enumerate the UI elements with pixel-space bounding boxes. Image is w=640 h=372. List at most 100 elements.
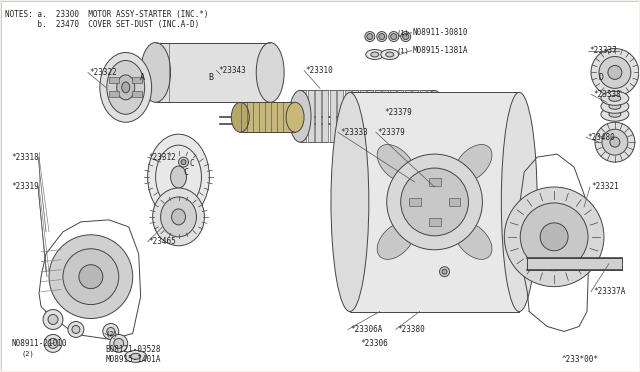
Ellipse shape — [125, 350, 147, 362]
Ellipse shape — [601, 92, 629, 105]
Circle shape — [68, 321, 84, 337]
Text: *23333: *23333 — [340, 128, 367, 137]
Circle shape — [107, 327, 115, 336]
Bar — [367, 90, 373, 142]
Circle shape — [179, 157, 189, 167]
Text: *23337A: *23337A — [593, 287, 625, 296]
Text: *23380: *23380 — [397, 325, 426, 334]
Bar — [308, 90, 314, 142]
Text: C: C — [183, 167, 188, 177]
Text: (1): (1) — [397, 29, 410, 36]
Circle shape — [379, 33, 385, 39]
Bar — [315, 90, 321, 142]
Bar — [330, 117, 467, 242]
Ellipse shape — [366, 49, 384, 60]
Ellipse shape — [100, 52, 152, 122]
Polygon shape — [39, 220, 141, 339]
Text: *23318: *23318 — [11, 153, 39, 161]
Text: *23322: *23322 — [89, 68, 116, 77]
Bar — [527, 258, 622, 270]
Ellipse shape — [331, 92, 369, 311]
Bar — [109, 77, 120, 83]
Text: *23321: *23321 — [591, 183, 619, 192]
Ellipse shape — [171, 166, 186, 188]
Ellipse shape — [601, 99, 629, 113]
Ellipse shape — [454, 145, 492, 182]
Circle shape — [48, 314, 58, 324]
Circle shape — [79, 265, 103, 289]
Bar — [449, 198, 460, 206]
Bar — [360, 90, 366, 142]
Ellipse shape — [424, 90, 445, 142]
Circle shape — [103, 324, 119, 339]
Circle shape — [181, 160, 186, 164]
Ellipse shape — [454, 222, 492, 259]
Ellipse shape — [386, 52, 394, 57]
Ellipse shape — [122, 82, 130, 93]
Text: A: A — [140, 73, 145, 82]
Text: NOTES: a.  23300  MOTOR ASSY-STARTER (INC.*): NOTES: a. 23300 MOTOR ASSY-STARTER (INC.… — [5, 10, 209, 19]
Circle shape — [602, 129, 628, 155]
Text: *23379: *23379 — [378, 128, 406, 137]
Text: ^233*00*: ^233*00* — [562, 355, 599, 364]
Ellipse shape — [609, 111, 621, 117]
Circle shape — [63, 249, 119, 305]
Bar — [156, 42, 270, 102]
Ellipse shape — [609, 103, 621, 109]
Circle shape — [504, 187, 604, 286]
Ellipse shape — [289, 90, 311, 142]
Bar — [404, 90, 411, 142]
Polygon shape — [519, 154, 589, 331]
Ellipse shape — [172, 209, 186, 225]
Ellipse shape — [161, 197, 196, 237]
Text: *23338: *23338 — [593, 90, 621, 99]
Circle shape — [48, 339, 58, 349]
Circle shape — [391, 33, 397, 39]
Ellipse shape — [131, 353, 141, 359]
Circle shape — [591, 48, 639, 96]
Circle shape — [114, 339, 124, 349]
Ellipse shape — [107, 61, 145, 114]
Text: M08915-1401A: M08915-1401A — [106, 355, 161, 364]
Circle shape — [49, 235, 132, 318]
Circle shape — [520, 203, 588, 271]
Circle shape — [610, 137, 620, 147]
Text: *23337: *23337 — [589, 46, 617, 55]
Bar — [412, 90, 418, 142]
Ellipse shape — [286, 102, 304, 132]
Circle shape — [608, 65, 622, 79]
Bar — [409, 198, 420, 206]
Text: *23465: *23465 — [148, 237, 177, 246]
Bar — [390, 90, 396, 142]
Bar — [330, 90, 336, 142]
Ellipse shape — [601, 107, 629, 121]
Bar — [350, 92, 519, 311]
Circle shape — [401, 32, 411, 42]
Circle shape — [72, 326, 80, 333]
Bar — [353, 90, 358, 142]
Ellipse shape — [381, 49, 399, 60]
Text: *23306A: *23306A — [350, 325, 382, 334]
Circle shape — [110, 334, 128, 352]
Circle shape — [403, 33, 409, 39]
Ellipse shape — [377, 145, 415, 182]
Ellipse shape — [256, 42, 284, 102]
Text: B: B — [208, 73, 213, 82]
Bar — [240, 102, 295, 132]
Ellipse shape — [501, 92, 537, 311]
Bar — [397, 90, 403, 142]
Ellipse shape — [116, 75, 134, 100]
Text: M08915-1381A: M08915-1381A — [413, 46, 468, 55]
Circle shape — [387, 154, 483, 250]
Text: *23379: *23379 — [385, 108, 413, 117]
Bar — [375, 90, 381, 142]
Circle shape — [595, 122, 635, 162]
Text: b.  23470  COVER SET-DUST (INC.A-D): b. 23470 COVER SET-DUST (INC.A-D) — [5, 20, 200, 29]
Circle shape — [367, 33, 373, 39]
Text: *23306: *23306 — [360, 339, 388, 348]
Bar — [109, 92, 120, 97]
Text: N08911-21010: N08911-21010 — [11, 339, 67, 348]
Circle shape — [43, 310, 63, 330]
Bar — [132, 92, 142, 97]
Bar — [595, 58, 639, 154]
